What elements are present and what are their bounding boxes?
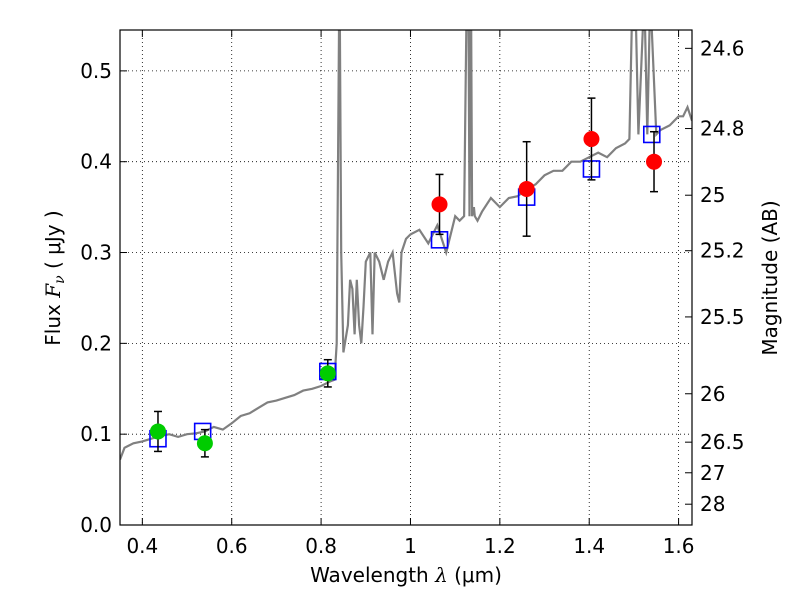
- x-tick-label: 1.6: [663, 534, 695, 558]
- ticks: 0.4 0.6 0.8 1 1.2 1.4 1.6 0.0 0.1 0.2 0.3 0.4 0.5 24.…: [80, 30, 745, 558]
- plot-frame: [119, 29, 693, 526]
- photometry-point: [196, 435, 213, 452]
- y-tick-label: 0.1: [80, 422, 112, 446]
- photometry-point: [518, 180, 535, 197]
- x-axis-label: Wavelength λ (μm): [310, 563, 502, 587]
- x-tick-label: 0.6: [216, 534, 248, 558]
- photometry-point: [583, 130, 600, 147]
- y2-tick-label: 25.2: [700, 239, 745, 263]
- y-tick-label: 0.0: [80, 513, 112, 537]
- y2-tick-label: 27: [700, 461, 725, 485]
- y2-tick-label: 26: [700, 382, 725, 406]
- photometry-point: [319, 365, 336, 382]
- x-tick-label: 1.4: [573, 534, 605, 558]
- y-tick-label: 0.5: [80, 59, 112, 83]
- y-tick-label: 0.2: [80, 331, 112, 355]
- photometry-point: [646, 153, 663, 170]
- y-tick-label: 0.4: [80, 150, 112, 174]
- y2-tick-label: 24.8: [700, 117, 745, 141]
- y2-tick-label: 25.5: [700, 305, 745, 329]
- model-square-marker: [642, 125, 661, 144]
- x-tick-label: 1.2: [484, 534, 516, 558]
- photometry-point: [431, 196, 448, 213]
- series-layer: [120, 30, 692, 460]
- x-tick-label: 0.8: [305, 534, 337, 558]
- y2-axis-label: Magnitude (AB): [758, 200, 782, 355]
- x-tick-label: 0.4: [126, 534, 158, 558]
- photometry-point: [149, 423, 166, 440]
- y2-tick-label: 26.5: [700, 430, 745, 454]
- y2-tick-label: 25: [700, 183, 725, 207]
- y2-tick-label: 28: [700, 492, 725, 516]
- sed-model-line: [120, 30, 692, 460]
- y2-tick-label: 24.6: [700, 36, 745, 60]
- y-tick-label: 0.3: [80, 241, 112, 265]
- y-axis-label: Flux Fν ( μJy ): [41, 210, 68, 345]
- x-tick-label: 1: [404, 534, 417, 558]
